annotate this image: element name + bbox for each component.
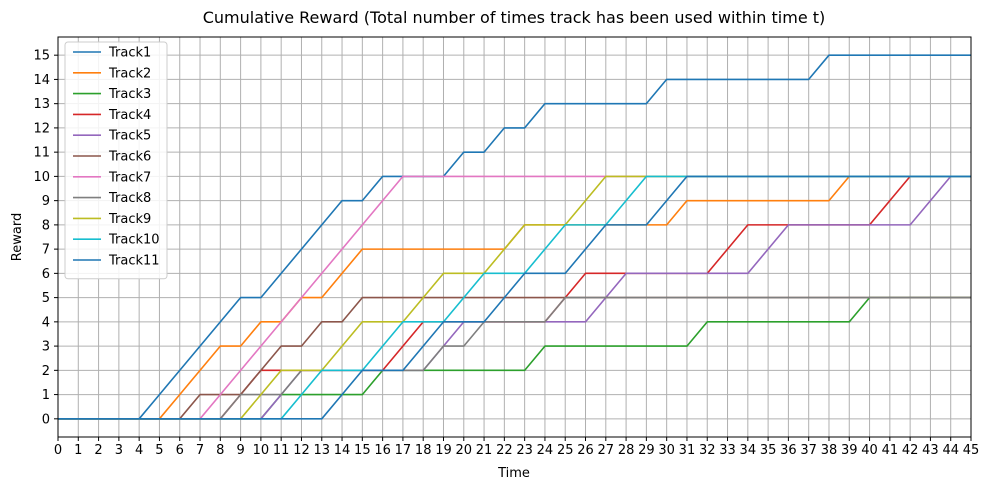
x-tick-label: 11 [273,443,290,458]
x-tick-label: 30 [658,443,675,458]
x-tick-label: 19 [435,443,452,458]
x-tick-label: 21 [476,443,493,458]
x-tick-label: 1 [74,443,82,458]
y-axis-label: Reward [10,213,25,261]
x-tick-label: 26 [577,443,594,458]
y-tick-label: 3 [42,340,50,355]
series-line-track1 [58,54,971,420]
x-tick-label: 3 [115,443,123,458]
x-tick-label: 38 [821,443,838,458]
x-axis-ticks: 0 1 2 3 4 5 6 7 8 9 10 11 12 13 14 15 16 17 18 19 20 21 22 23 24… [54,437,979,458]
x-tick-label: 39 [841,443,858,458]
y-tick-label: 1 [42,388,50,403]
legend-label: Track8 [108,191,151,206]
legend-label: Track5 [108,129,151,144]
x-tick-label: 27 [598,443,615,458]
y-tick-label: 12 [33,121,50,136]
x-tick-label: 41 [882,443,899,458]
series-line-track11 [58,175,971,420]
legend-label: Track11 [108,254,160,269]
legend-label: Track1 [108,46,151,61]
series-lines [58,54,971,420]
x-tick-label: 16 [374,443,391,458]
y-tick-label: 0 [42,412,50,427]
x-tick-label: 12 [293,443,310,458]
y-tick-label: 9 [42,194,50,209]
x-tick-label: 6 [176,443,184,458]
legend-label: Track9 [108,212,151,227]
legend-label: Track3 [108,87,151,102]
legend-label: Track2 [108,66,151,81]
x-tick-label: 2 [94,443,102,458]
x-tick-label: 24 [537,443,554,458]
x-tick-label: 9 [236,443,244,458]
x-tick-label: 25 [557,443,574,458]
x-tick-label: 10 [253,443,270,458]
x-tick-label: 43 [922,443,939,458]
x-tick-label: 4 [135,443,143,458]
legend-label: Track7 [108,170,151,185]
x-tick-label: 44 [942,443,959,458]
y-tick-label: 7 [42,243,50,258]
x-tick-label: 20 [456,443,473,458]
plot-frame [57,36,972,438]
y-tick-label: 15 [33,49,50,64]
x-tick-label: 42 [902,443,919,458]
legend-box [64,41,168,280]
y-tick-label: 4 [42,315,50,330]
y-tick-label: 6 [42,267,50,282]
legend-label: Track4 [108,108,151,123]
x-tick-label: 45 [963,443,980,458]
x-tick-label: 31 [679,443,696,458]
x-tick-label: 40 [861,443,878,458]
y-tick-label: 10 [33,170,50,185]
x-tick-label: 23 [516,443,533,458]
x-tick-label: 0 [54,443,62,458]
x-tick-label: 15 [354,443,371,458]
x-tick-label: 22 [496,443,513,458]
y-tick-label: 5 [42,291,50,306]
x-tick-label: 34 [740,443,757,458]
y-tick-label: 14 [33,73,50,88]
x-tick-label: 29 [638,443,655,458]
y-tick-label: 13 [33,97,50,112]
y-tick-label: 8 [42,218,50,233]
x-tick-label: 13 [313,443,330,458]
x-tick-label: 18 [415,443,432,458]
chart-title: Cumulative Reward (Total number of times… [203,8,826,27]
x-tick-label: 7 [196,443,204,458]
x-tick-label: 36 [780,443,797,458]
x-axis-label: Time [497,466,530,481]
x-tick-label: 17 [395,443,412,458]
x-tick-label: 32 [699,443,716,458]
legend-label: Track6 [108,150,151,165]
legend: Track1 Track2 Track3 Track4 Track5 Track6 Trac… [64,41,168,280]
x-tick-label: 8 [216,443,224,458]
x-tick-label: 5 [155,443,163,458]
x-tick-label: 14 [334,443,351,458]
x-tick-label: 35 [760,443,777,458]
y-tick-label: 2 [42,364,50,379]
x-tick-label: 37 [800,443,817,458]
y-tick-label: 11 [33,146,50,161]
x-tick-label: 28 [618,443,635,458]
legend-label: Track10 [108,233,160,248]
x-tick-label: 33 [719,443,736,458]
